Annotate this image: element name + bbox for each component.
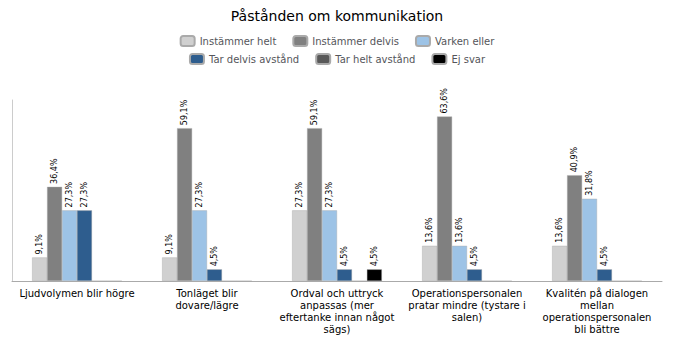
svg-text:13,6%: 13,6% bbox=[425, 217, 434, 243]
svg-text:40,9%: 40,9% bbox=[570, 146, 579, 172]
svg-text:27,3%: 27,3% bbox=[65, 182, 74, 208]
svg-text:eftertanke innan något: eftertanke innan något bbox=[280, 311, 395, 323]
svg-text:9,1%: 9,1% bbox=[165, 234, 174, 255]
svg-text:Ej svar: Ej svar bbox=[451, 54, 486, 65]
svg-text:59,1%: 59,1% bbox=[310, 99, 319, 125]
svg-text:4,5%: 4,5% bbox=[470, 246, 479, 267]
svg-text:Ordval och uttryck: Ordval och uttryck bbox=[291, 288, 384, 299]
svg-text:Instämmer helt: Instämmer helt bbox=[200, 36, 277, 47]
svg-text:4,5%: 4,5% bbox=[210, 246, 219, 267]
svg-text:operationspersonalen: operationspersonalen bbox=[543, 312, 652, 323]
svg-text:Ljudvolymen blir högre: Ljudvolymen blir högre bbox=[19, 288, 134, 299]
svg-text:13,6%: 13,6% bbox=[455, 217, 464, 243]
svg-text:27,3%: 27,3% bbox=[325, 182, 334, 208]
svg-text:Kvalitén på dialogen: Kvalitén på dialogen bbox=[546, 287, 648, 299]
svg-text:Varken eller: Varken eller bbox=[435, 36, 495, 47]
svg-text:27,3%: 27,3% bbox=[295, 182, 304, 208]
svg-text:sägs): sägs) bbox=[324, 324, 351, 335]
svg-text:31,8%: 31,8% bbox=[585, 170, 594, 196]
svg-text:Påstånden om kommunikation: Påstånden om kommunikation bbox=[231, 8, 443, 24]
svg-text:Instämmer delvis: Instämmer delvis bbox=[312, 36, 399, 47]
svg-text:36,4%: 36,4% bbox=[50, 158, 59, 184]
svg-text:mellan: mellan bbox=[580, 300, 614, 311]
svg-text:Tar helt avstånd: Tar helt avstånd bbox=[334, 53, 415, 65]
svg-text:salen): salen) bbox=[452, 312, 483, 323]
svg-text:Operationspersonalen: Operationspersonalen bbox=[412, 288, 523, 299]
svg-text:Tar delvis avstånd: Tar delvis avstånd bbox=[208, 53, 299, 65]
svg-text:27,3%: 27,3% bbox=[195, 182, 204, 208]
svg-text:Tonläget blir: Tonläget blir bbox=[175, 288, 238, 299]
svg-text:4,5%: 4,5% bbox=[370, 246, 379, 267]
svg-text:bli bättre: bli bättre bbox=[574, 324, 619, 335]
svg-text:dovare/lägre: dovare/lägre bbox=[175, 300, 238, 311]
svg-text:9,1%: 9,1% bbox=[35, 234, 44, 255]
svg-text:13,6%: 13,6% bbox=[555, 217, 564, 243]
svg-text:pratar mindre (tystare i: pratar mindre (tystare i bbox=[408, 300, 525, 311]
svg-text:4,5%: 4,5% bbox=[600, 246, 609, 267]
svg-text:59,1%: 59,1% bbox=[180, 99, 189, 125]
svg-text:27,3%: 27,3% bbox=[80, 182, 89, 208]
svg-text:anpassas (mer: anpassas (mer bbox=[300, 300, 375, 311]
svg-text:63,6%: 63,6% bbox=[440, 88, 449, 114]
svg-text:4,5%: 4,5% bbox=[340, 246, 349, 267]
